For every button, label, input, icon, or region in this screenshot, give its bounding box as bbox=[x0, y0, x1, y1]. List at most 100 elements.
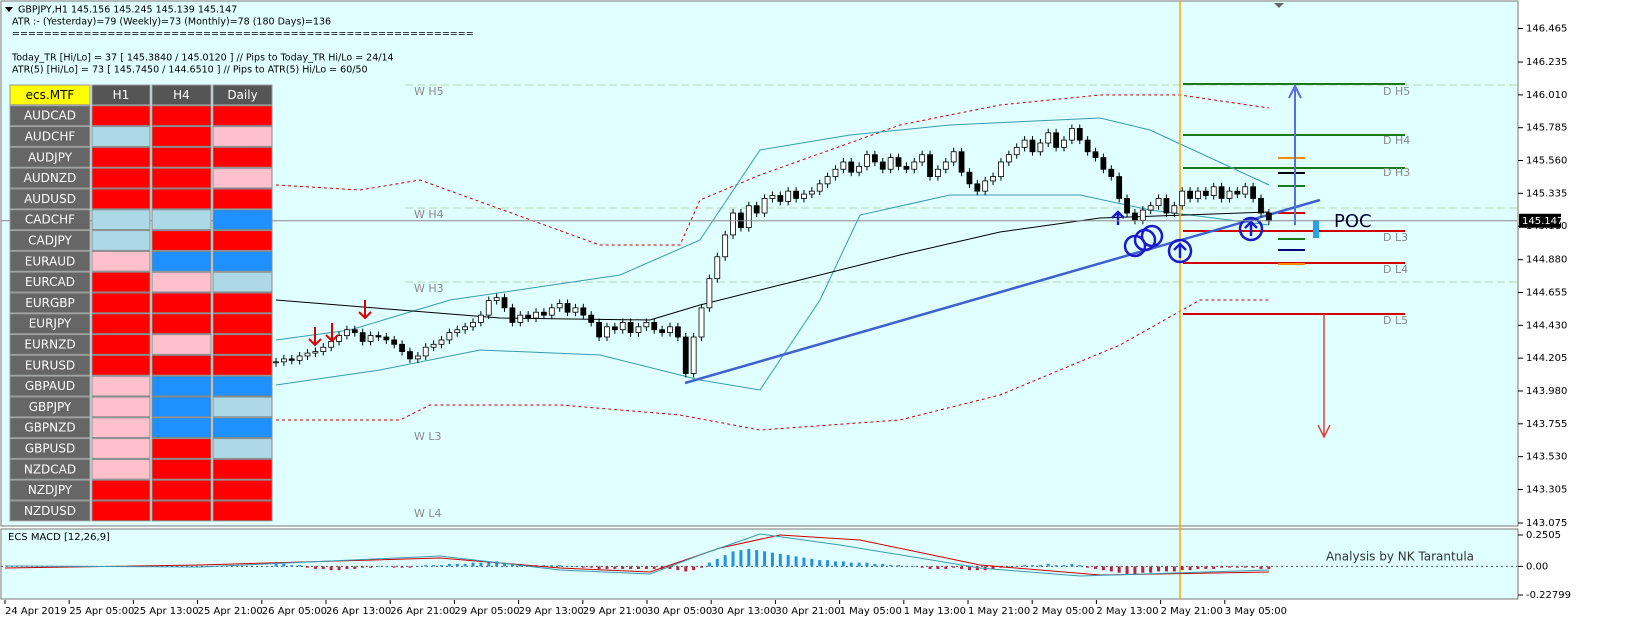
candle bbox=[1234, 190, 1241, 195]
trend-cell bbox=[91, 396, 151, 418]
candle bbox=[1116, 176, 1123, 199]
macd-bar bbox=[408, 566, 412, 568]
trend-cell bbox=[151, 167, 212, 189]
macd-bar bbox=[573, 566, 577, 567]
candle bbox=[801, 193, 807, 199]
macd-bar bbox=[597, 566, 601, 569]
candle bbox=[730, 212, 736, 236]
candle bbox=[548, 307, 555, 316]
candle bbox=[564, 303, 571, 313]
candle bbox=[935, 168, 941, 177]
watermark: Analysis by NK Tarantula bbox=[1326, 550, 1474, 564]
macd-bar bbox=[636, 566, 640, 569]
macd-bar bbox=[471, 562, 475, 567]
candle bbox=[761, 198, 768, 214]
candle bbox=[1068, 128, 1075, 141]
macd-bar bbox=[463, 563, 467, 567]
candle bbox=[745, 205, 752, 229]
time-label: 2 May 13:00 bbox=[1096, 606, 1158, 617]
y-tick-label: 143.305 bbox=[1526, 484, 1567, 495]
candle bbox=[990, 176, 996, 182]
candle bbox=[541, 311, 547, 316]
table-header-text: Daily bbox=[227, 88, 257, 102]
time-label: 26 Apr 13:00 bbox=[326, 606, 391, 617]
candle bbox=[399, 343, 405, 353]
candle bbox=[919, 154, 926, 163]
table-header-cell bbox=[91, 84, 151, 106]
candle bbox=[1210, 186, 1217, 196]
macd-bar bbox=[479, 562, 483, 567]
candle bbox=[588, 314, 595, 323]
macd-bar bbox=[763, 551, 767, 567]
macd-bar bbox=[1015, 566, 1019, 567]
candle bbox=[927, 154, 933, 177]
candle bbox=[462, 326, 469, 331]
macd-bar bbox=[1172, 566, 1176, 572]
time-label: 1 May 05:00 bbox=[840, 606, 902, 617]
trend-cell bbox=[91, 417, 151, 439]
macd-bar bbox=[1243, 566, 1247, 568]
candle bbox=[667, 326, 673, 334]
macd-bar bbox=[1196, 566, 1200, 569]
macd-bar bbox=[1212, 566, 1216, 569]
down-arrows bbox=[308, 300, 372, 347]
candle bbox=[777, 195, 784, 202]
header-line: GBPJPY,H1 145.156 145.245 145.139 145.14… bbox=[18, 5, 237, 16]
macd-bar bbox=[1094, 566, 1098, 569]
candle bbox=[1163, 198, 1170, 214]
candle bbox=[808, 190, 815, 195]
macd-bar bbox=[1259, 566, 1263, 569]
macd-bar bbox=[1180, 566, 1184, 571]
trend-cell bbox=[91, 438, 151, 459]
pair-cell bbox=[9, 500, 91, 522]
header-line: ========================================… bbox=[12, 29, 474, 40]
trend-cell bbox=[91, 271, 151, 293]
candle bbox=[1013, 146, 1020, 156]
macd-bar bbox=[1133, 566, 1137, 574]
candle bbox=[974, 183, 981, 192]
macd-bar bbox=[329, 566, 333, 571]
envelope-lower bbox=[276, 299, 1269, 431]
y-tick-label: 146.010 bbox=[1526, 90, 1567, 101]
candle bbox=[1171, 205, 1178, 214]
candle bbox=[698, 307, 705, 338]
trend-cell bbox=[212, 500, 273, 522]
macd-bar bbox=[1251, 566, 1255, 568]
candle bbox=[950, 151, 957, 163]
macd-bar bbox=[447, 563, 451, 567]
macd-bar bbox=[337, 566, 341, 571]
band-upper bbox=[275, 117, 1270, 341]
macd-bar bbox=[857, 562, 861, 567]
macd-bar bbox=[731, 551, 735, 567]
macd-bar bbox=[747, 548, 751, 567]
macd-bar bbox=[778, 553, 782, 567]
time-label: 30 Apr 13:00 bbox=[711, 606, 776, 617]
candle bbox=[848, 161, 855, 173]
daily-level-label: D H4 bbox=[1383, 134, 1410, 147]
macd-bar bbox=[510, 563, 514, 567]
trend-cell bbox=[91, 167, 151, 189]
indicators bbox=[275, 1, 1321, 599]
trend-cell bbox=[91, 126, 151, 147]
time-label: 30 Apr 21:00 bbox=[775, 606, 840, 617]
macd-bar bbox=[345, 566, 349, 569]
pair-label: NZDUSD bbox=[24, 504, 76, 518]
axes: 146.465 146.235 146.010 145.785 145.560 145.3… bbox=[1, 1, 1571, 617]
macd-bar bbox=[400, 566, 404, 568]
macd-bar bbox=[1062, 565, 1066, 567]
pair-cell bbox=[9, 479, 91, 501]
candle bbox=[1202, 190, 1209, 196]
time-label: 24 Apr 2019 bbox=[5, 606, 67, 617]
pair-label: EURAUD bbox=[25, 254, 75, 268]
daily-level-label: D L4 bbox=[1383, 263, 1408, 276]
trend-cell bbox=[151, 250, 212, 272]
target-down-arrow bbox=[1317, 314, 1331, 439]
macd-bar bbox=[881, 563, 885, 567]
macd-bar bbox=[542, 565, 546, 567]
time-label: 30 Apr 05:00 bbox=[647, 606, 712, 617]
macd-bar bbox=[849, 562, 853, 567]
macd-bar bbox=[384, 566, 388, 567]
candle bbox=[446, 332, 453, 341]
candle bbox=[477, 314, 484, 323]
